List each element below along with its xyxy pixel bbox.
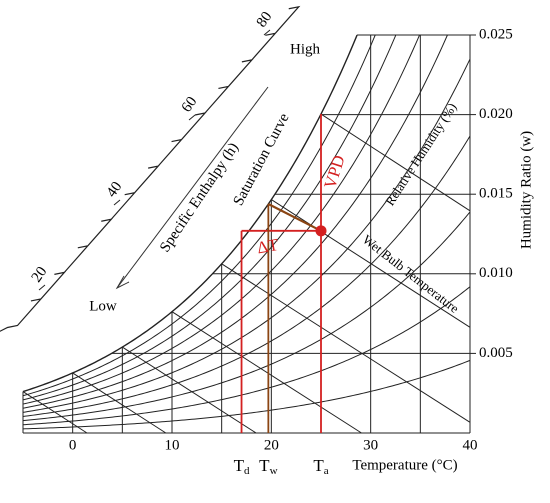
y-tick-label: 0.015 [479, 186, 513, 202]
enthalpy-tick-label: 40 [104, 179, 126, 200]
state-label: Tw [259, 456, 277, 477]
x-tick-label: 30 [363, 437, 378, 453]
low-label: Low [89, 298, 117, 314]
state-label-main: T [234, 456, 245, 475]
enthalpy-tick-label: 60 [179, 94, 201, 115]
saturation-curve [22, 34, 358, 393]
enthalpy-axis-label: Specific Enthalpy (h) [157, 140, 242, 255]
state-label-main: T [259, 456, 270, 475]
y-tick-label: 0.025 [479, 26, 513, 42]
rh-curve [22, 34, 421, 405]
x-tick-label: 40 [463, 437, 478, 453]
wet-bulb-path [267, 203, 322, 232]
enthalpy-tick [38, 284, 46, 291]
rh-curve [22, 34, 376, 397]
y-axis-label: Humidity Ratio (w) [518, 131, 534, 249]
enthalpy-ruler [0, 5, 301, 332]
wet-bulb-line [271, 199, 471, 328]
rh-curve [22, 359, 471, 430]
wet-bulb-line [221, 263, 471, 423]
enthalpy-arrow [116, 86, 269, 289]
wet-bulb-line [22, 391, 88, 434]
rh-curve [22, 34, 397, 401]
delta-t-label: ΔT [256, 235, 281, 258]
state-point [315, 225, 327, 237]
x-tick-label: 20 [264, 437, 279, 453]
enthalpy-tick [263, 29, 271, 36]
state-label-sub: d [244, 465, 250, 477]
high-label: High [290, 41, 321, 57]
enthalpy-tick-label: 80 [254, 9, 276, 30]
enthalpy-tick-label: 20 [29, 264, 51, 285]
y-tick-label: 0.005 [479, 345, 513, 361]
enthalpy-arrowhead [115, 275, 130, 290]
rh-curve [22, 211, 471, 422]
x-axis-label: Temperature (°C) [352, 457, 457, 473]
wet-bulb-line [171, 311, 362, 434]
wet-bulb-line [72, 372, 167, 434]
state-label-sub: w [270, 465, 278, 477]
state-label-main: T [313, 456, 324, 475]
enthalpy-tick [188, 114, 196, 121]
x-tick-label: 10 [165, 437, 180, 453]
state-label: Ta [313, 456, 328, 477]
y-tick-label: 0.020 [479, 106, 513, 122]
wet-bulb-line [320, 113, 471, 212]
wet-bulb-line [122, 346, 257, 434]
enthalpy-tick [113, 199, 121, 206]
state-label: Td [234, 456, 250, 477]
x-tick-label: 0 [69, 437, 77, 453]
state-label-sub: a [324, 465, 329, 477]
rh-curve [22, 135, 471, 417]
rh-curve [22, 34, 448, 409]
rh-curve [22, 286, 471, 426]
vpd-label: VPD [320, 153, 349, 191]
y-tick-label: 0.010 [479, 265, 513, 281]
rh-curve [22, 58, 471, 413]
